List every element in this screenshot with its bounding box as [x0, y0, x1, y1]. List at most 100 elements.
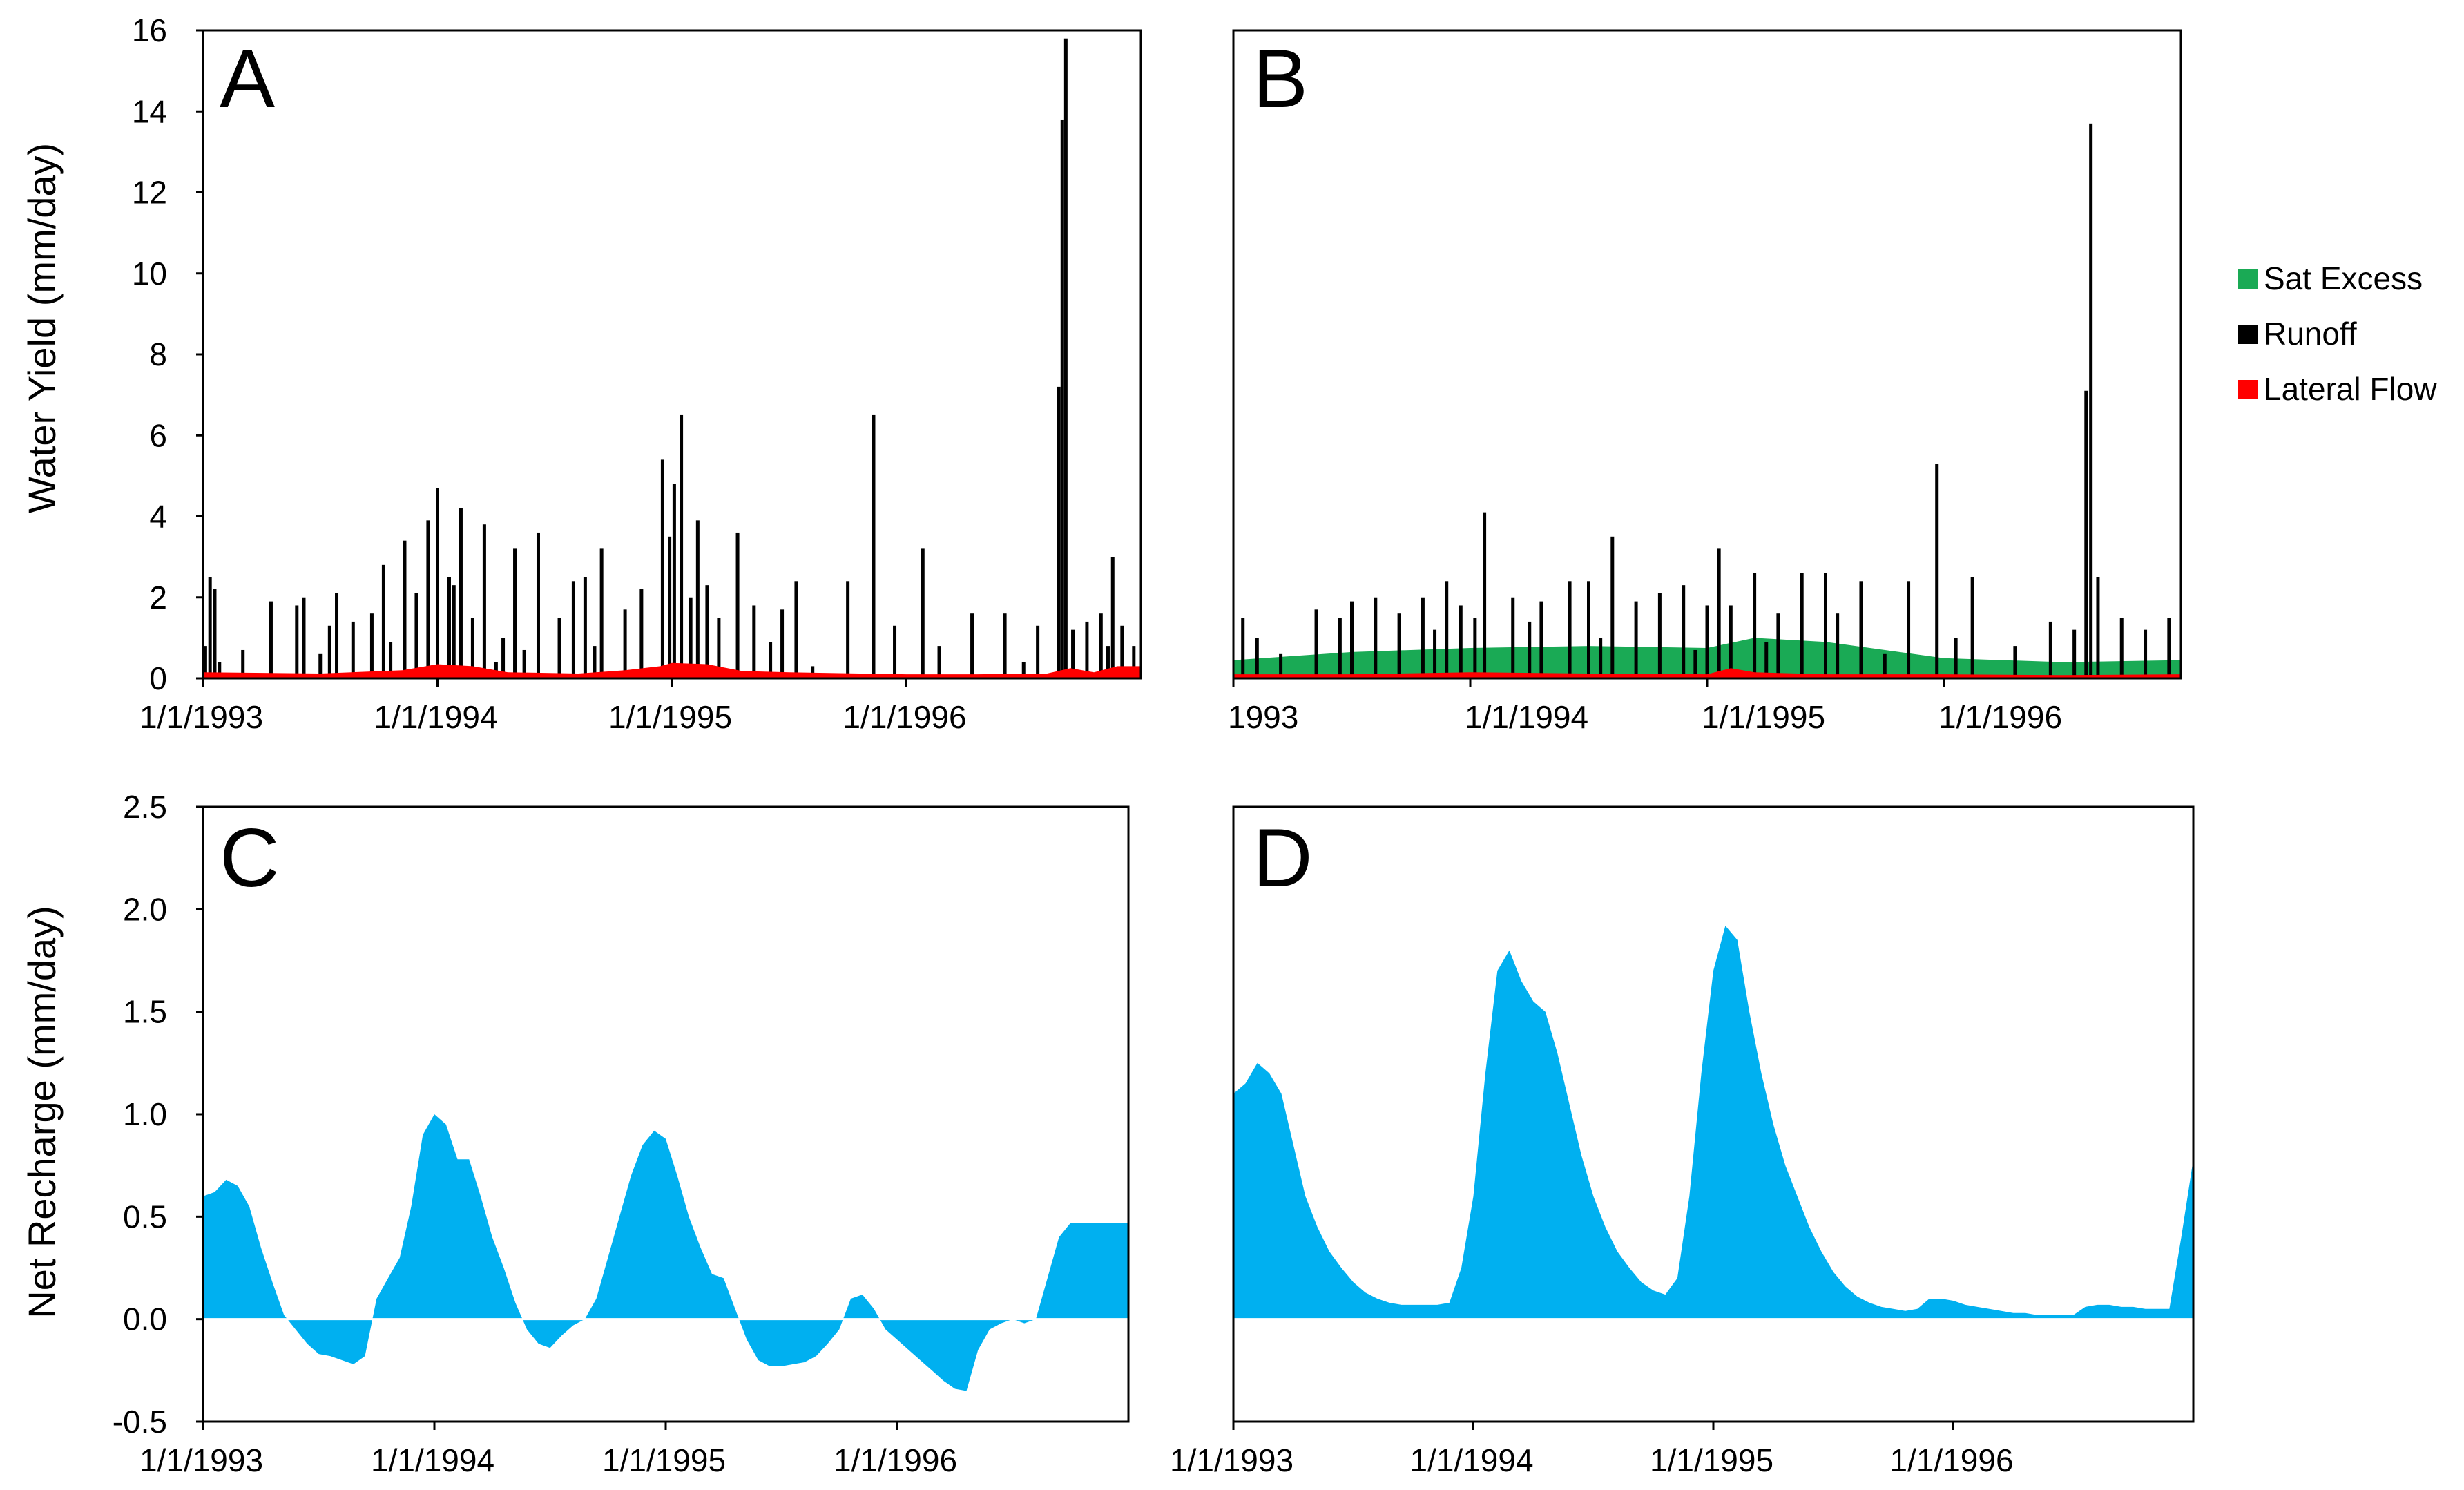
panel-a-runoff-bar-23: [482, 524, 486, 678]
panel-b-runoff-bar-7: [1397, 613, 1401, 678]
panel-a-runoff-bar-5: [269, 601, 273, 678]
panel-b-runoff-bar-40: [2013, 646, 2017, 678]
panel-d-x-tick-label-0: 1/1/1993: [1170, 1442, 1293, 1478]
panel-a-runoff-bar-42: [705, 585, 709, 678]
panel-b-frame: [1232, 29, 2182, 680]
panel-c: C -0.50.00.51.01.52.02.5 1/1/1993 1/1/199…: [113, 789, 1130, 1478]
legend: Sat Excess Runoff Lateral Flow: [2238, 260, 2437, 407]
panel-c-y-tick-label-1: 0.0: [123, 1301, 167, 1337]
panel-a-runoff-bar-45: [752, 605, 756, 678]
panel-b-runoff-bar-8: [1421, 597, 1425, 678]
panel-b-runoff-bar-39: [1970, 577, 1974, 678]
panel-b-runoff-bar-32: [1824, 573, 1827, 678]
panel-d-x-ticks: 1/1/1993 1/1/1994 1/1/1995 1/1/1996: [1170, 1422, 2014, 1478]
panel-a-runoff-bar-49: [811, 666, 815, 678]
panel-a-runoff-bar-15: [403, 540, 407, 678]
panel-b-runoff-bar-15: [1528, 621, 1532, 678]
panel-a-runoff-bar-9: [327, 625, 331, 678]
panel-a-label: A: [220, 32, 275, 125]
panel-d-x-tick-label-2: 1/1/1995: [1650, 1442, 1773, 1478]
panel-a-runoff-bar-4: [241, 649, 245, 678]
panel-b-runoff-bar-48: [2167, 618, 2171, 678]
panel-b-runoff-bar-41: [2048, 621, 2052, 678]
panel-a-frame: [202, 29, 1142, 680]
panel-a-x-tick-label-1: 1/1/1994: [374, 699, 498, 735]
panel-b-runoff-bar-37: [1935, 464, 1939, 678]
panel-c-x-tick-label-1: 1/1/1994: [371, 1442, 494, 1478]
panel-c-x-ticks: 1/1/1993 1/1/1994 1/1/1995 1/1/1996: [139, 1422, 957, 1478]
panel-a-runoff-bar-36: [660, 459, 664, 678]
panel-d-net-recharge-area: [1233, 926, 2193, 1319]
panel-a-runoff-bar-52: [893, 625, 897, 678]
panel-c-x-tick-label-3: 1/1/1996: [834, 1442, 957, 1478]
panel-c-y-tick-label-2: 0.5: [123, 1198, 167, 1234]
panel-d-plot-area: [1233, 926, 2193, 1321]
panel-a-runoff-bar-61: [1063, 38, 1068, 679]
panel-c-net-recharge-area: [203, 1114, 1128, 1391]
panel-b-runoff-bar-35: [1883, 653, 1887, 678]
panel-a-runoff-bar-25: [501, 638, 506, 678]
panel-a-runoff-bar-43: [717, 618, 721, 678]
panel-c-y-tick-label-3: 1.0: [123, 1096, 167, 1132]
panel-a-runoff-bar-29: [557, 618, 561, 678]
panel-b-runoff-bar-12: [1473, 618, 1477, 678]
panel-a-runoff-bar-34: [623, 609, 627, 678]
panel-a-y-ticks: 0 2 4 6 8 10 12 14 16: [132, 12, 203, 696]
legend-label-runoff: Runoff: [2264, 316, 2357, 352]
panel-a-runoff-bar-33: [599, 548, 604, 678]
panel-b-runoff-bar-20: [1610, 536, 1615, 678]
panel-b-x-tick-label-2: 1/1/1995: [1702, 699, 1825, 735]
panel-b-runoff-bar-17: [1568, 581, 1572, 678]
panel-a-runoff-bar-47: [780, 609, 785, 678]
panel-b-x-ticks: 1993 1/1/1994 1/1/1995 1/1/1996: [1228, 678, 2062, 735]
panel-b-runoff-bar-30: [1776, 613, 1780, 678]
panel-a-runoff-bar-28: [536, 532, 540, 678]
panel-b-runoff-bar-23: [1682, 585, 1686, 678]
legend-swatch-runoff: [2238, 325, 2258, 344]
panel-c-x-tick-label-2: 1/1/1995: [602, 1442, 726, 1478]
panel-b-label: B: [1253, 32, 1308, 125]
panel-a-runoff-bar-10: [335, 593, 339, 678]
panel-b-runoff-bar-14: [1511, 597, 1515, 678]
panel-a-runoff-bar-12: [369, 613, 374, 678]
panel-b-runoff-bar-10: [1445, 581, 1449, 678]
panel-a-runoff-bar-53: [921, 548, 925, 678]
panel-a-runoff-bar-64: [1099, 613, 1103, 678]
panel-b-runoff-bar-4: [1338, 618, 1342, 678]
panel-a-x-tick-label-0: 1/1/1993: [139, 699, 263, 735]
panel-b-runoff-bar-22: [1657, 593, 1662, 678]
legend-label-lateral-flow: Lateral Flow: [2264, 371, 2437, 407]
panel-a-runoff-bar-7: [302, 597, 306, 678]
panel-a-runoff-bar-30: [571, 581, 575, 678]
panel-a-runoff-bar-14: [389, 642, 393, 678]
panel-a-runoff-bar-18: [436, 488, 439, 678]
panel-c-y-tick-label-6: 2.5: [123, 789, 167, 825]
legend-item-lateral-flow: Lateral Flow: [2238, 371, 2437, 407]
legend-swatch-lateral-flow: [2238, 380, 2258, 399]
legend-label-sat-excess: Sat Excess: [2264, 260, 2423, 296]
panel-b-runoff-bar-38: [1954, 638, 1958, 678]
panel-d-label: D: [1253, 812, 1313, 904]
panel-b-runoff-bar-16: [1539, 601, 1543, 678]
panel-b-runoff-bar-36: [1907, 581, 1911, 678]
panel-a-runoff-bar-0: [203, 646, 207, 678]
panel-b-plot-area: [1233, 123, 2181, 678]
panel-a-runoff-bar-68: [1132, 646, 1136, 678]
panel-b-runoff-bar-46: [2119, 618, 2124, 678]
panel-b-x-tick-label-1: 1/1/1994: [1465, 699, 1588, 735]
panel-a-runoff-bar-11: [351, 621, 355, 678]
panel-c-y-tick-label-4: 1.5: [123, 994, 167, 1030]
panel-a-runoff-bar-27: [522, 649, 526, 678]
panel-a-runoff-bar-16: [414, 593, 418, 678]
panel-b-runoff-bar-27: [1729, 605, 1733, 678]
panel-a-runoff-bar-40: [689, 597, 693, 678]
panel-a-runoff-bar-1: [208, 577, 212, 678]
panel-c-y-tick-label-0: -0.5: [113, 1404, 167, 1440]
panel-a-y-tick-label-1: 2: [149, 580, 167, 615]
panel-a-y-tick-label-0: 0: [149, 660, 167, 696]
panel-a-runoff-bar-13: [381, 564, 385, 678]
panel-b-runoff-bar-43: [2084, 390, 2088, 678]
legend-item-sat-excess: Sat Excess: [2238, 260, 2423, 296]
panel-b-runoff-bar-44: [2089, 123, 2093, 678]
